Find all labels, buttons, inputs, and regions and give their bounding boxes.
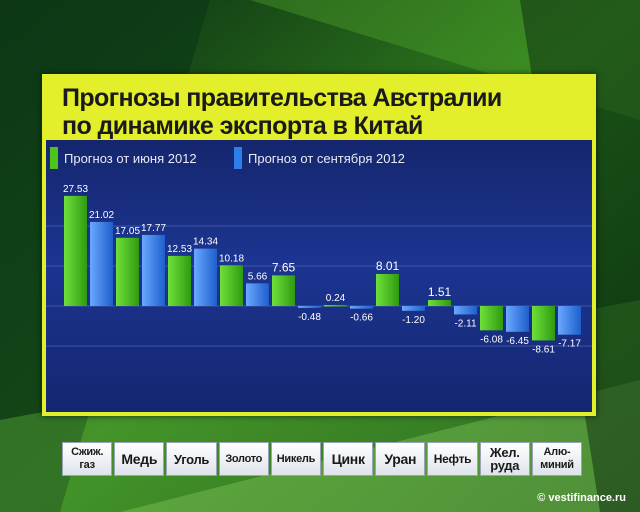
title-line-2: по динамике экспорта в Китай [62, 112, 423, 140]
credit: © vestifinance.ru [537, 492, 626, 504]
category-label: Уран [375, 442, 426, 476]
category-label: Золото [218, 442, 269, 476]
bar-june-5 [324, 305, 347, 307]
category-label: Нефть [427, 442, 478, 476]
bar-june-0 [64, 195, 87, 306]
title-line-1: Прогнозы правительства Австралии [62, 84, 502, 112]
category-label: Цинк [323, 442, 374, 476]
category-label: Алю- миний [531, 442, 583, 476]
value-label-september-9: -7.17 [558, 339, 581, 350]
bar-june-4 [272, 275, 295, 306]
bar-september-8 [506, 306, 529, 332]
bar-september-0 [90, 221, 113, 306]
legend: Прогноз от июня 2012 Прогноз от сентября… [46, 140, 592, 172]
legend-item-september: Прогноз от сентября 2012 [234, 147, 405, 169]
legend-label-september: Прогноз от сентября 2012 [248, 150, 405, 166]
legend-item-june: Прогноз от июня 2012 [50, 147, 197, 169]
bar-june-2 [168, 255, 191, 306]
value-label-june-7: 1.51 [428, 285, 452, 299]
bar-september-2 [194, 248, 217, 306]
category-axis: Сжиж. газ Медь Уголь Золото Никель Цинк … [62, 442, 583, 476]
value-label-june-5: 0.24 [326, 293, 346, 304]
category-label: Уголь [166, 442, 217, 476]
bar-june-1 [116, 237, 139, 306]
chart-panel: Прогнозы правительства Австралии по дина… [42, 74, 596, 476]
bar-september-5 [350, 306, 373, 309]
value-label-september-7: -2.11 [454, 318, 476, 329]
value-label-june-0: 27.53 [63, 184, 88, 195]
category-label: Жел. руда [479, 442, 530, 476]
bar-september-4 [298, 306, 321, 308]
value-label-september-2: 14.34 [193, 237, 218, 248]
bar-september-6 [402, 306, 425, 311]
value-label-september-0: 21.02 [89, 210, 114, 221]
value-label-september-8: -6.45 [506, 336, 529, 347]
category-label: Никель [270, 442, 322, 476]
value-label-september-5: -0.66 [350, 313, 373, 324]
bar-september-3 [246, 283, 269, 306]
bar-june-7 [428, 299, 451, 306]
value-label-june-1: 17.05 [115, 226, 140, 237]
value-label-june-3: 10.18 [219, 253, 244, 264]
bar-september-9 [558, 306, 581, 335]
value-label-june-9: -8.61 [532, 344, 555, 355]
chart-area: Прогноз от июня 2012 Прогноз от сентября… [46, 140, 592, 476]
bar-june-3 [220, 265, 243, 306]
bar-june-6 [376, 273, 399, 306]
value-label-june-6: 8.01 [376, 259, 400, 273]
chart-title: Прогнозы правительства Австралии по дина… [62, 84, 582, 140]
legend-swatch-june [50, 147, 58, 169]
value-label-june-2: 12.53 [167, 244, 192, 255]
bar-september-7 [454, 306, 477, 315]
legend-swatch-september [234, 147, 242, 169]
value-label-september-4: -0.48 [298, 312, 321, 323]
bar-june-9 [532, 306, 555, 341]
category-label: Медь [114, 442, 165, 476]
category-label: Сжиж. газ [62, 442, 113, 476]
bar-september-1 [142, 234, 165, 306]
bar-june-8 [480, 306, 503, 331]
value-label-june-4: 7.65 [272, 260, 296, 274]
value-label-september-1: 17.77 [141, 223, 166, 234]
value-label-june-8: -6.08 [480, 334, 503, 345]
value-label-september-3: 5.66 [248, 271, 268, 282]
value-label-september-6: -1.20 [402, 315, 425, 326]
legend-label-june: Прогноз от июня 2012 [64, 150, 197, 166]
